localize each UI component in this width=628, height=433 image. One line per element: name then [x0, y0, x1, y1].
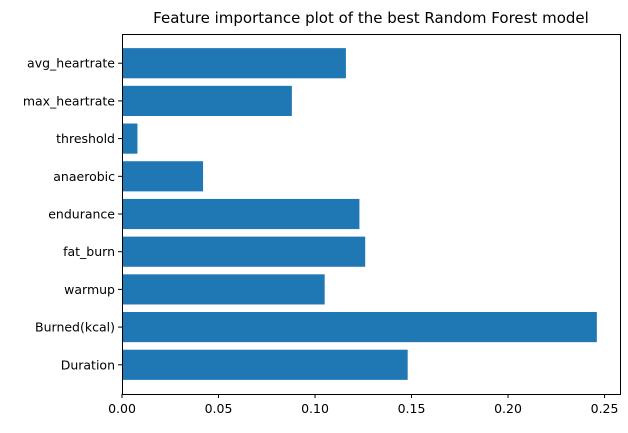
x-tick-label: 0.15: [398, 401, 426, 416]
x-axis-ticks: 0.00 0.05 0.10 0.15 0.20 0.25: [108, 394, 618, 416]
bar-fat-burn: [122, 236, 366, 267]
bar-duration: [122, 349, 408, 380]
bar-endurance: [122, 198, 360, 230]
y-tick-label: avg_heartrate: [27, 56, 115, 71]
y-tick-label: fat_burn: [63, 244, 115, 259]
bar-avg-heartrate: [122, 48, 346, 79]
x-tick-label: 0.20: [494, 401, 522, 416]
bars-layer: [122, 48, 597, 380]
y-tick-label: Burned(kcal): [35, 320, 115, 335]
bar-burned-kcal: [122, 312, 597, 343]
bar-threshold: [122, 123, 138, 154]
y-tick-label: warmup: [64, 282, 115, 297]
y-tick-label: max_heartrate: [23, 93, 115, 108]
plot-frame: [122, 34, 621, 395]
y-axis-ticks: Duration Burned(kcal) warmup fat_burn endura…: [23, 56, 122, 372]
x-tick-label: 0.00: [108, 401, 136, 416]
x-tick-label: 0.25: [591, 401, 619, 416]
bar-anaerobic: [122, 161, 204, 192]
y-tick-label: endurance: [48, 207, 115, 222]
x-tick-label: 0.05: [205, 401, 233, 416]
bar-warmup: [122, 274, 325, 305]
y-tick-label: Duration: [61, 357, 115, 372]
y-tick-label: anaerobic: [53, 169, 115, 184]
bar-max-heartrate: [122, 85, 292, 116]
y-tick-label: threshold: [56, 131, 115, 146]
chart-title: Feature importance plot of the best Rand…: [153, 9, 589, 27]
x-tick-label: 0.10: [301, 401, 329, 416]
